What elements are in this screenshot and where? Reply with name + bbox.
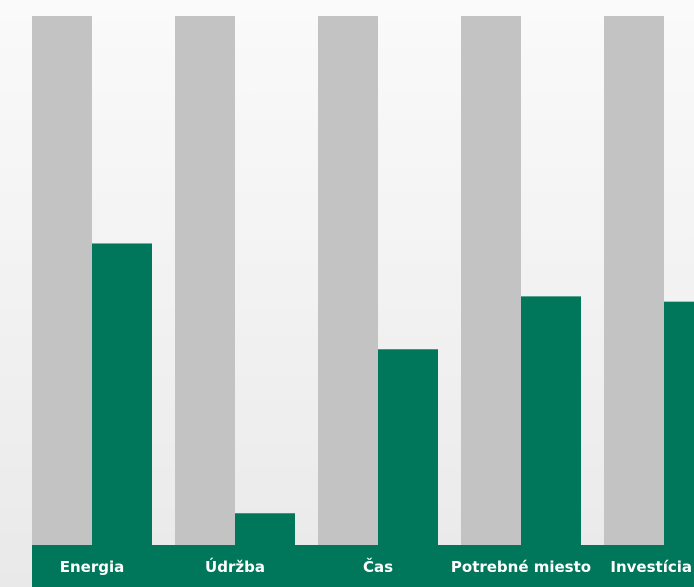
category-label-3: Čas [363,557,393,576]
bar-gray-1 [32,16,92,545]
bar-green-1 [92,243,152,545]
bar-gray-4 [461,16,521,545]
bars-layer [32,16,694,545]
bar-green-4 [521,296,581,545]
category-label-2: Údržba [205,557,265,576]
bar-gray-5 [604,16,664,545]
category-band [32,545,694,587]
bar-green-2 [235,513,295,545]
category-label-1: Energia [60,558,125,576]
bar-gray-3 [318,16,378,545]
category-labels: Energia Údržba Čas Potrebné miesto Investíci… [60,557,692,576]
bar-gray-2 [175,16,235,545]
bar-green-3 [378,349,438,545]
category-label-5: Investícia [610,558,692,576]
category-label-4: Potrebné miesto [451,558,591,576]
bar-green-5 [664,301,694,545]
